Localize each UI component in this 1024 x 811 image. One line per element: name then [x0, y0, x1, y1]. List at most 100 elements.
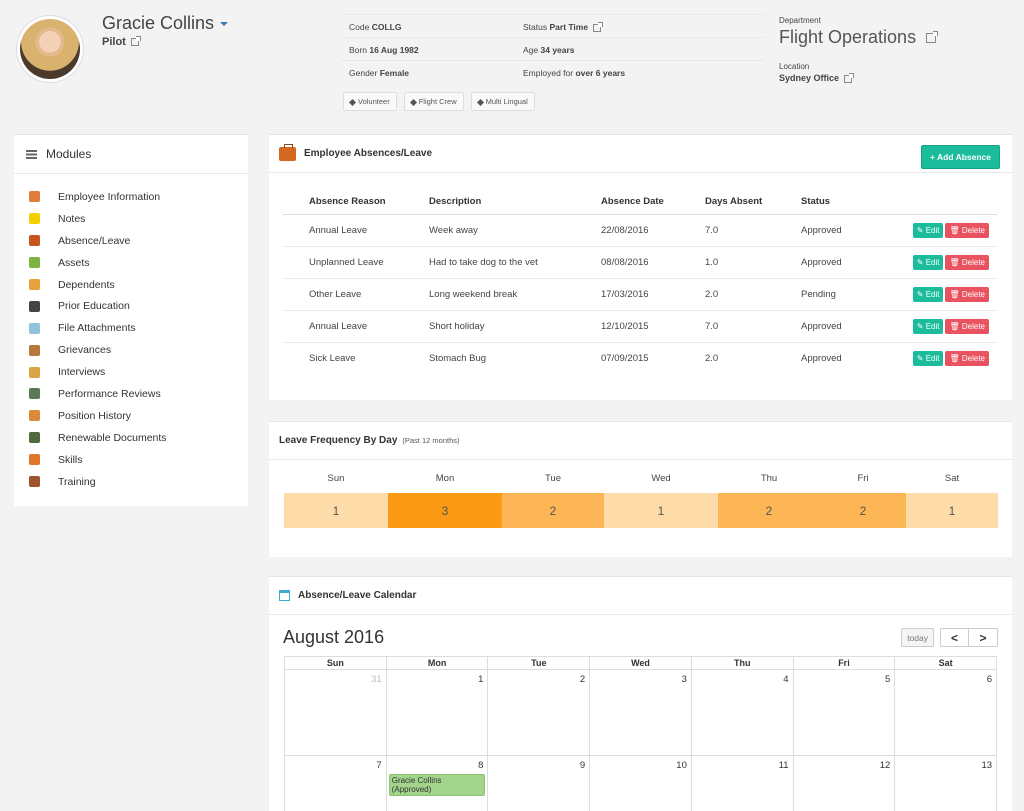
modules-panel: Modules Employee Information Notes Absence… [14, 134, 248, 506]
frequency-day-label: Sat [944, 473, 960, 484]
delete-button[interactable]: 🗑 Delete [945, 286, 989, 302]
cell-date: 08/08/2016 [575, 246, 679, 279]
edit-button[interactable]: ✎ Edit [912, 318, 944, 334]
tag-icon [476, 98, 484, 106]
day-number: 7 [376, 760, 382, 771]
cell-days: 2.0 [679, 278, 775, 311]
absences-header: Employee Absences/Leave [269, 135, 1012, 173]
calendar-week-row: 31 1 2 3 4 5 6 [284, 670, 997, 756]
calendar-day-cell[interactable]: 1 [385, 670, 488, 755]
gender-field: Gender Female [349, 68, 410, 78]
table-row: Annual Leave Short holiday 12/10/2015 7.0 Ap… [283, 310, 997, 343]
edit-button[interactable]: ✎ Edit [912, 286, 944, 302]
performance-reviews-icon [29, 388, 40, 400]
add-absence-button[interactable]: + Add Absence [920, 145, 1000, 169]
calendar-day-cell[interactable]: 12 [792, 756, 895, 811]
next-month-button[interactable]: > [969, 628, 998, 647]
calendar-day-cell[interactable]: 2 [487, 670, 589, 755]
employee-title-text: Pilot [102, 36, 126, 48]
list-icon [26, 149, 37, 159]
module-item-performance-reviews[interactable]: Performance Reviews [14, 383, 248, 405]
calendar-grid: Sun Mon Tue Wed Thu Fri Sat 31 1 2 3 4 5 6 7 8 Gracie Co… [284, 656, 997, 811]
external-link-icon[interactable] [130, 36, 141, 47]
module-item-assets[interactable]: Assets [14, 252, 248, 274]
column-header: Absence Reason [283, 190, 403, 215]
cell-description: Short holiday [403, 310, 575, 343]
calendar-event[interactable]: Gracie Collins (Approved) [388, 774, 486, 796]
weekday-header: Thu [690, 657, 793, 669]
module-item-renewable-documents[interactable]: Renewable Documents [14, 427, 248, 449]
edit-button[interactable]: ✎ Edit [912, 350, 944, 366]
module-item-interviews[interactable]: Interviews [14, 361, 248, 383]
calendar-day-cell[interactable]: 6 [894, 670, 996, 755]
cell-reason: Annual Leave [283, 214, 403, 247]
module-label: Performance Reviews [58, 387, 161, 400]
module-item-prior-education[interactable]: Prior Education [14, 295, 248, 317]
cell-status: Approved [775, 246, 845, 279]
external-link-icon[interactable] [593, 21, 604, 32]
calendar-day-cell[interactable]: 8 Gracie Collins (Approved) [385, 756, 488, 811]
modules-list: Employee Information Notes Absence/Leave As… [14, 174, 248, 492]
edit-button[interactable]: ✎ Edit [912, 222, 944, 238]
module-item-file-attachments[interactable]: File Attachments [14, 317, 248, 339]
tag[interactable]: Flight Crew [403, 92, 464, 111]
module-label: Assets [58, 256, 90, 269]
module-item-skills[interactable]: Skills [14, 449, 248, 471]
info-row: Gender Female Employed for over 6 years [341, 60, 765, 83]
frequency-cell: 1 [604, 493, 718, 528]
modules-title: Modules [46, 147, 92, 161]
module-label: Dependents [58, 278, 115, 291]
graduation-cap-icon [29, 300, 40, 312]
weekday-header: Mon [385, 657, 488, 669]
weekday-header: Fri [792, 657, 895, 669]
calendar-day-cell[interactable]: 3 [589, 670, 691, 755]
calendar-day-cell[interactable]: 10 [589, 756, 691, 811]
caret-down-icon[interactable] [220, 22, 229, 27]
calendar-title: Absence/Leave Calendar [298, 590, 417, 601]
status-field: Status Part Time [523, 21, 604, 32]
calendar-day-cell[interactable]: 11 [690, 756, 793, 811]
frequency-cell: 2 [718, 493, 820, 528]
delete-button[interactable]: 🗑 Delete [945, 222, 989, 238]
row-actions: ✎ Edit 🗑 Delete [845, 278, 997, 311]
cell-status: Approved [775, 310, 845, 343]
tag[interactable]: Multi Lingual [470, 92, 535, 111]
delete-button[interactable]: 🗑 Delete [945, 318, 989, 334]
today-button[interactable]: today [901, 628, 934, 647]
module-item-employee-information[interactable]: Employee Information [14, 186, 248, 208]
calendar-day-cell[interactable]: 31 [285, 670, 386, 755]
external-link-icon[interactable] [926, 31, 939, 44]
external-link-icon[interactable] [844, 72, 855, 83]
dependents-icon [29, 279, 40, 290]
delete-button[interactable]: 🗑 Delete [945, 254, 989, 270]
calendar-day-cell[interactable]: 4 [690, 670, 793, 755]
calendar-controls: today < > [901, 628, 998, 647]
calendar-day-cell[interactable]: 5 [792, 670, 895, 755]
tag[interactable]: Volunteer [343, 92, 397, 111]
edit-button[interactable]: ✎ Edit [912, 254, 944, 270]
module-item-position-history[interactable]: Position History [14, 405, 248, 427]
prev-month-button[interactable]: < [940, 628, 969, 647]
weekday-header: Tue [487, 657, 589, 669]
module-item-notes[interactable]: Notes [14, 208, 248, 230]
calendar-nav: < > [940, 628, 998, 647]
interviews-icon [29, 366, 40, 378]
day-number: 31 [371, 674, 382, 685]
renewable-documents-icon [29, 432, 40, 444]
calendar-day-cell[interactable]: 7 [285, 756, 386, 811]
frequency-cell: 2 [502, 493, 604, 528]
module-item-grievances[interactable]: Grievances [14, 339, 248, 361]
module-item-absence-leave[interactable]: Absence/Leave [14, 230, 248, 252]
location-value: Sydney Office [779, 72, 855, 83]
module-label: Training [58, 475, 96, 488]
calendar-day-cell[interactable]: 9 [487, 756, 589, 811]
notes-icon [29, 213, 40, 225]
module-item-dependents[interactable]: Dependents [14, 274, 248, 296]
code-field: Code COLLG [349, 22, 402, 32]
day-number: 12 [879, 760, 891, 771]
skills-icon [29, 454, 40, 466]
delete-button[interactable]: 🗑 Delete [945, 350, 989, 366]
module-item-training[interactable]: Training [14, 471, 248, 493]
employee-name[interactable]: Gracie Collins [102, 13, 229, 34]
calendar-day-cell[interactable]: 13 [894, 756, 996, 811]
